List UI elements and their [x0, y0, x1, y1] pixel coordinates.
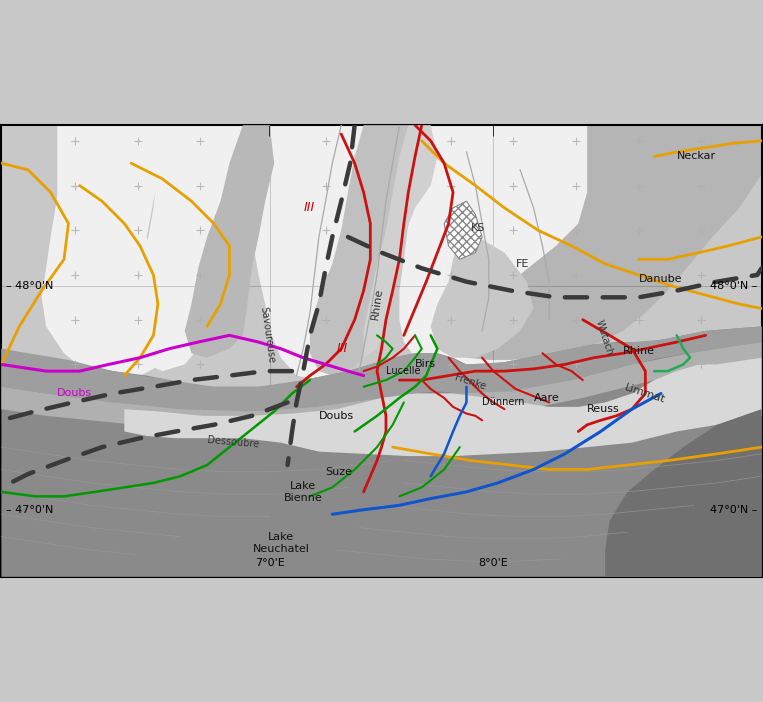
Text: Suze: Suze	[326, 467, 353, 477]
Polygon shape	[185, 125, 274, 358]
Text: Dessoubre: Dessoubre	[207, 435, 259, 450]
Text: 48°0'N –: 48°0'N –	[710, 282, 757, 291]
Polygon shape	[2, 326, 761, 411]
Text: FE: FE	[516, 259, 529, 269]
Text: Lake
Bienne: Lake Bienne	[284, 481, 323, 503]
Text: Rhine: Rhine	[370, 288, 385, 321]
Text: Dünnern: Dünnern	[482, 397, 525, 407]
Polygon shape	[430, 230, 533, 358]
Text: |: |	[268, 125, 272, 135]
Polygon shape	[310, 125, 408, 376]
Text: 7°0'E: 7°0'E	[255, 558, 285, 568]
Polygon shape	[2, 342, 761, 432]
Text: Wutach: Wutach	[594, 319, 615, 357]
Polygon shape	[453, 125, 761, 360]
Text: Doubs: Doubs	[319, 411, 354, 420]
Polygon shape	[243, 125, 408, 380]
Polygon shape	[2, 326, 761, 577]
Polygon shape	[42, 125, 180, 380]
Text: Doubs: Doubs	[57, 388, 92, 399]
Polygon shape	[364, 125, 437, 358]
Polygon shape	[399, 125, 728, 371]
Text: Limmat: Limmat	[623, 382, 666, 405]
Polygon shape	[124, 358, 761, 456]
Text: Birs: Birs	[415, 359, 436, 369]
Text: – 47°0'N: – 47°0'N	[6, 505, 53, 515]
Text: Reuss: Reuss	[588, 404, 620, 414]
Text: KS: KS	[471, 223, 485, 233]
Text: Aare: Aare	[533, 393, 559, 403]
Text: Neckar: Neckar	[677, 152, 716, 161]
Text: Lucelle: Lucelle	[386, 366, 420, 376]
Text: Danube: Danube	[639, 274, 682, 284]
Text: Savoureuse: Savoureuse	[259, 306, 276, 364]
Text: III: III	[303, 201, 314, 214]
Text: Rhine: Rhine	[623, 346, 655, 356]
Text: 8°0'E: 8°0'E	[478, 558, 508, 568]
Text: III: III	[336, 343, 348, 355]
Polygon shape	[605, 409, 761, 577]
Polygon shape	[444, 201, 482, 259]
Text: Frenke: Frenke	[453, 373, 487, 392]
Text: |: |	[491, 125, 495, 135]
Text: – 48°0'N: – 48°0'N	[6, 282, 53, 291]
Text: 47°0'N –: 47°0'N –	[710, 505, 757, 515]
Polygon shape	[136, 125, 252, 371]
Text: Lake
Neuchatel: Lake Neuchatel	[253, 533, 309, 554]
